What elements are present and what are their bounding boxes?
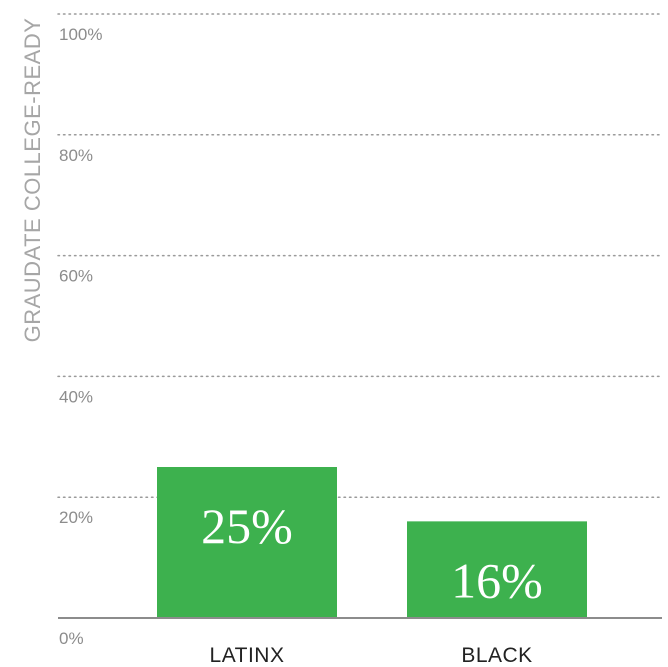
bar-black xyxy=(407,521,587,618)
y-tick-label-80: 80% xyxy=(59,146,93,165)
gridlines xyxy=(57,13,663,498)
data-label-black: 16% xyxy=(451,552,543,608)
category-label-black: BLACK xyxy=(461,644,532,667)
category-labels: LATINX BLACK xyxy=(210,644,533,667)
y-tick-label-20: 20% xyxy=(59,508,93,527)
y-tick-labels: 0% 20% 40% 60% 80% 100% xyxy=(59,25,102,648)
y-tick-label-40: 40% xyxy=(59,387,93,406)
bar-latinx xyxy=(157,467,337,618)
y-tick-label-100: 100% xyxy=(59,25,102,44)
data-label-latinx: 25% xyxy=(201,498,293,554)
y-tick-label-60: 60% xyxy=(59,267,93,286)
y-axis-label: GRAUDATE COLLEGE-READY xyxy=(20,18,45,343)
y-tick-label-0: 0% xyxy=(59,629,84,648)
bars: 25% 16% xyxy=(157,467,587,618)
category-label-latinx: LATINX xyxy=(210,644,285,667)
